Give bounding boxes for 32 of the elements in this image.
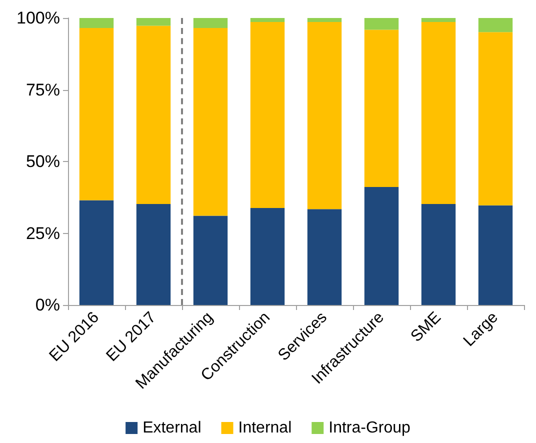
bar (79, 18, 114, 28)
bar (250, 22, 285, 208)
bar (193, 28, 228, 216)
y-tick-label: 0% (35, 296, 60, 314)
bar (250, 18, 285, 22)
legend-label: Intra-Group (328, 420, 411, 436)
bar (421, 18, 456, 22)
bar (136, 18, 171, 26)
bar (364, 30, 399, 188)
bar (250, 208, 285, 305)
bar (478, 32, 513, 206)
bar (136, 26, 171, 204)
y-tick-label: 50% (26, 152, 60, 171)
bar (364, 187, 399, 305)
bar (421, 22, 456, 204)
bar (193, 18, 228, 28)
bar (307, 18, 342, 22)
bar (478, 205, 513, 305)
bar (478, 18, 513, 32)
bar (364, 18, 399, 30)
legend-label: Internal (238, 420, 292, 436)
y-tick-label: 100% (16, 8, 60, 28)
y-tick-label: 25% (26, 224, 60, 243)
bar (79, 28, 114, 200)
bar (193, 216, 228, 305)
bar (136, 204, 171, 305)
bar (307, 22, 342, 210)
y-tick-label: 75% (26, 80, 60, 100)
legend-label: External (142, 420, 202, 436)
bar (307, 209, 342, 305)
bar (79, 200, 114, 305)
bar (421, 204, 456, 305)
